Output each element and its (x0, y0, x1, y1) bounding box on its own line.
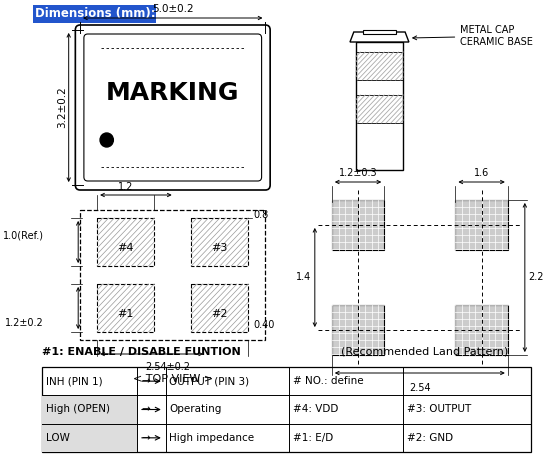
Text: High (OPEN): High (OPEN) (46, 405, 110, 414)
Text: #2: #2 (212, 309, 228, 319)
Bar (455, 200, 508, 250)
Circle shape (100, 133, 113, 147)
Bar (97, 284, 154, 332)
Text: #4: VDD: #4: VDD (293, 405, 338, 414)
Text: 0.8: 0.8 (253, 210, 268, 220)
Text: 1.4: 1.4 (296, 272, 311, 283)
Text: 5.0±0.2: 5.0±0.2 (152, 4, 194, 14)
Text: #4: #4 (118, 243, 134, 253)
Text: #2: GND: #2: GND (407, 433, 453, 443)
Bar (332, 200, 384, 250)
Text: Dimensions (mm):: Dimensions (mm): (35, 8, 156, 20)
Text: 1.2: 1.2 (118, 182, 133, 192)
Text: MARKING: MARKING (106, 81, 240, 104)
Text: 1.2±0.2: 1.2±0.2 (5, 318, 44, 328)
Bar (363, 30, 395, 34)
Bar (42, 396, 137, 424)
Text: High impedance: High impedance (170, 433, 255, 443)
Bar (356, 42, 403, 170)
Text: →: → (141, 376, 150, 386)
Bar (455, 305, 508, 355)
Bar (42, 367, 531, 452)
Text: 2.54: 2.54 (409, 383, 431, 393)
FancyBboxPatch shape (84, 34, 262, 181)
Text: METAL CAP
CERAMIC BASE: METAL CAP CERAMIC BASE (413, 25, 533, 47)
Text: (Recommended Land Pattern): (Recommended Land Pattern) (342, 347, 508, 357)
Text: LOW: LOW (46, 433, 70, 443)
Bar (356, 52, 403, 80)
Text: 0.40: 0.40 (253, 320, 274, 330)
Text: #1: ENABLE / DISABLE FUNTION: #1: ENABLE / DISABLE FUNTION (42, 347, 241, 357)
Text: #1: #1 (118, 309, 134, 319)
Bar (32, 5, 156, 23)
Bar (192, 218, 248, 266)
Polygon shape (350, 32, 409, 42)
Text: 2.54±0.2: 2.54±0.2 (146, 362, 190, 372)
Bar (192, 284, 248, 332)
Text: Operating: Operating (170, 405, 222, 414)
Text: 3.2±0.2: 3.2±0.2 (57, 87, 67, 128)
Text: 2.2: 2.2 (529, 272, 544, 283)
Text: →: → (141, 405, 150, 414)
Bar (80, 210, 265, 340)
Text: #3: #3 (212, 243, 228, 253)
Text: # NO.: define: # NO.: define (293, 376, 363, 386)
Text: 1.0(Ref.): 1.0(Ref.) (3, 230, 44, 240)
Bar (97, 218, 154, 266)
Text: #1: E/D: #1: E/D (293, 433, 333, 443)
Text: #3: OUTPUT: #3: OUTPUT (407, 405, 472, 414)
Text: INH (PIN 1): INH (PIN 1) (46, 376, 102, 386)
Text: →: → (141, 433, 150, 443)
Text: 1.6: 1.6 (474, 168, 489, 178)
Bar (356, 95, 403, 123)
Bar (332, 305, 384, 355)
Text: < TOP VIEW >: < TOP VIEW > (133, 374, 213, 384)
FancyBboxPatch shape (76, 25, 270, 190)
Bar (42, 424, 137, 452)
Text: 1.2±0.3: 1.2±0.3 (339, 168, 377, 178)
Text: OUTPUT (PIN 3): OUTPUT (PIN 3) (170, 376, 250, 386)
